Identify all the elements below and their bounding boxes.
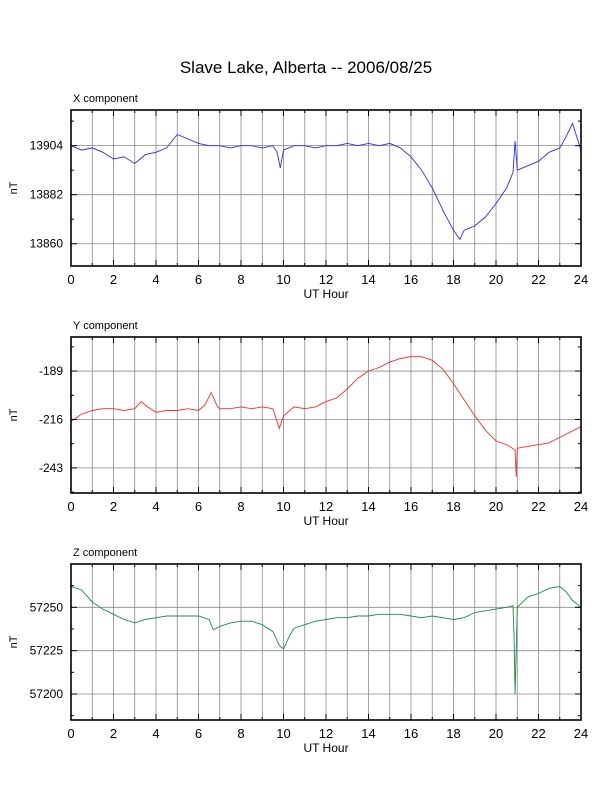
z-x-tick-label: 0	[67, 726, 74, 741]
y-x-tick-label: 20	[489, 499, 503, 514]
z-x-tick-label: 16	[404, 726, 418, 741]
x-x-tick-label: 2	[110, 272, 117, 287]
x-panel-title: X component	[73, 93, 138, 105]
x-x-tick-label: 14	[361, 272, 375, 287]
z-y-axis-label: nT	[8, 635, 20, 648]
x-y-axis-label: nT	[8, 181, 20, 194]
x-x-tick-label: 6	[195, 272, 202, 287]
y-x-tick-label: 22	[531, 499, 545, 514]
x-data-line	[70, 122, 582, 241]
y-x-tick-label: 8	[237, 499, 244, 514]
y-x-tick-label: 10	[276, 499, 290, 514]
y-y-axis-label: nT	[8, 408, 20, 421]
z-y-tick-label: 57200	[30, 687, 64, 701]
z-x-tick-label: 22	[531, 726, 545, 741]
z-x-tick-label: 12	[319, 726, 333, 741]
z-x-tick-label: 6	[195, 726, 202, 741]
x-y-tick-label: 13882	[30, 188, 64, 202]
z-y-tick-label: 57250	[30, 600, 64, 614]
z-x-tick-label: 2	[110, 726, 117, 741]
y-x-tick-label: 16	[404, 499, 418, 514]
x-x-tick-label: 16	[404, 272, 418, 287]
y-x-tick-label: 24	[574, 499, 588, 514]
x-x-axis-label: UT Hour	[303, 287, 348, 301]
z-x-tick-label: 18	[446, 726, 460, 741]
x-x-tick-label: 20	[489, 272, 503, 287]
x-x-tick-label: 4	[152, 272, 159, 287]
x-x-tick-label: 8	[237, 272, 244, 287]
x-x-tick-label: 12	[319, 272, 333, 287]
y-x-tick-label: 12	[319, 499, 333, 514]
z-x-tick-label: 10	[276, 726, 290, 741]
z-x-tick-label: 8	[237, 726, 244, 741]
y-x-tick-label: 0	[67, 499, 74, 514]
z-x-tick-label: 4	[152, 726, 159, 741]
page-title: Slave Lake, Alberta -- 2006/08/25	[179, 58, 433, 77]
x-x-tick-label: 18	[446, 272, 460, 287]
z-data-line	[70, 586, 582, 695]
y-x-tick-label: 2	[110, 499, 117, 514]
x-x-tick-label: 10	[276, 272, 290, 287]
z-x-tick-label: 20	[489, 726, 503, 741]
z-panel-title: Z component	[73, 547, 137, 559]
y-data-line	[70, 356, 582, 477]
z-x-axis-label: UT Hour	[303, 741, 348, 755]
x-y-tick-label: 13904	[30, 139, 64, 153]
x-y-tick-label: 13860	[30, 237, 64, 251]
y-y-tick-label: -243	[39, 461, 63, 475]
y-x-axis-label: UT Hour	[303, 514, 348, 528]
y-y-tick-label: -216	[39, 412, 63, 426]
y-x-tick-label: 6	[195, 499, 202, 514]
z-y-tick-label: 57225	[30, 644, 64, 658]
x-x-tick-label: 0	[67, 272, 74, 287]
y-x-tick-label: 18	[446, 499, 460, 514]
y-x-tick-label: 4	[152, 499, 159, 514]
y-panel-title: Y component	[73, 320, 138, 332]
x-x-tick-label: 22	[531, 272, 545, 287]
z-x-tick-label: 14	[361, 726, 375, 741]
z-x-tick-label: 24	[574, 726, 588, 741]
y-y-tick-label: -189	[39, 364, 63, 378]
x-x-tick-label: 24	[574, 272, 588, 287]
y-x-tick-label: 14	[361, 499, 375, 514]
